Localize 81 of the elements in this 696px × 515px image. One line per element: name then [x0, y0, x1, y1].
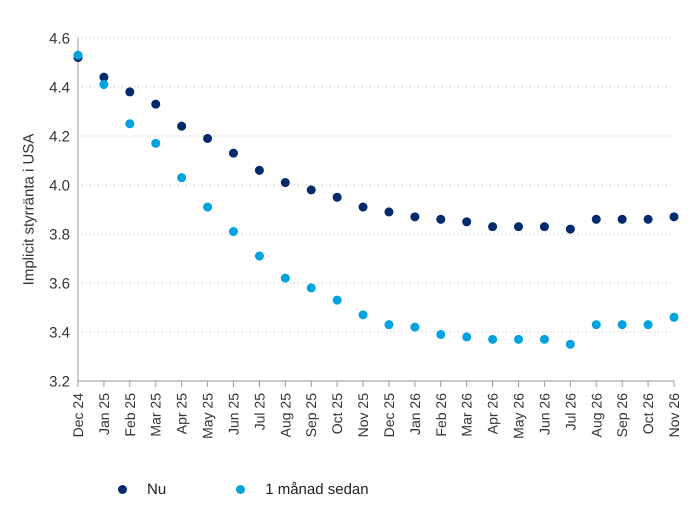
point [592, 214, 601, 224]
x-tick-label: Sep 25 [303, 392, 320, 438]
point [332, 192, 342, 202]
point [540, 334, 549, 344]
point [566, 224, 575, 234]
point [99, 80, 108, 90]
x-tick-label: Jan 26 [406, 392, 423, 436]
point [618, 214, 627, 224]
point [644, 214, 653, 224]
point [514, 222, 524, 232]
point [151, 138, 160, 148]
x-tick-label: Jan 25 [96, 392, 112, 436]
point [306, 283, 316, 292]
point [618, 320, 627, 330]
legend-label: Nu [147, 481, 166, 498]
y-tick-label: 3.6 [49, 275, 70, 292]
point [566, 340, 575, 349]
point [410, 212, 420, 222]
x-tick-label: Feb 26 [432, 392, 449, 437]
point [436, 214, 446, 224]
y-tick-label: 4.2 [49, 128, 70, 146]
point [254, 252, 264, 261]
y-axis-title: Implicit styrränta i USA [20, 134, 38, 286]
y-tick-label: 4.0 [49, 177, 70, 194]
x-tick-label: Jun 25 [225, 392, 242, 436]
x-tick-label: Nov 25 [355, 392, 372, 438]
x-tick-label: Mar 26 [458, 392, 475, 437]
point [384, 207, 394, 216]
point [280, 178, 290, 188]
point [384, 320, 394, 330]
point [358, 202, 368, 212]
point [462, 332, 472, 342]
x-tick-label: Apr 25 [174, 392, 190, 434]
x-tick-label: Jun 26 [536, 392, 552, 436]
point [151, 100, 160, 109]
point [436, 330, 446, 339]
point [540, 222, 549, 232]
point [488, 222, 498, 232]
y-tick-label: 3.2 [49, 373, 70, 390]
point [514, 334, 524, 344]
point [203, 202, 212, 212]
point [203, 134, 212, 143]
point [254, 166, 264, 175]
x-tick-label: Dec 25 [380, 392, 397, 438]
x-tick-label: Oct 25 [329, 392, 346, 434]
y-tick-label: 4.6 [49, 30, 70, 48]
point [177, 122, 186, 131]
x-tick-label: Jul 26 [562, 392, 578, 430]
x-tick-label: Aug 25 [277, 392, 294, 438]
point [669, 312, 679, 322]
x-tick-label: Apr 26 [484, 392, 501, 434]
point [462, 217, 472, 226]
x-tick-label: Feb 25 [122, 392, 138, 437]
point [592, 320, 601, 330]
x-tick-label: Nov 26 [666, 392, 682, 438]
point [669, 212, 679, 222]
x-tick-label: Mar 25 [148, 392, 164, 437]
point [125, 87, 134, 96]
point [228, 227, 238, 236]
y-tick-label: 4.4 [49, 79, 70, 96]
point [358, 310, 368, 320]
y-tick-label: 3.4 [49, 324, 70, 342]
x-tick-label: Dec 24 [70, 392, 86, 438]
point [125, 119, 134, 128]
point [332, 296, 342, 305]
x-tick-label: Oct 26 [640, 392, 656, 434]
point [177, 173, 186, 182]
point [73, 50, 83, 60]
point [306, 185, 316, 194]
y-tick-label: 3.8 [49, 226, 70, 244]
point [488, 334, 498, 344]
point [280, 274, 290, 283]
x-tick-label: Sep 26 [614, 392, 630, 438]
x-tick-label: May 26 [510, 392, 527, 439]
point [644, 320, 653, 330]
x-tick-label: Aug 26 [588, 392, 604, 438]
x-tick-label: Jul 25 [251, 392, 268, 430]
legend-label: 1 månad sedan [265, 481, 369, 498]
x-tick-label: May 25 [200, 392, 216, 439]
point [228, 148, 238, 158]
point [410, 322, 420, 332]
